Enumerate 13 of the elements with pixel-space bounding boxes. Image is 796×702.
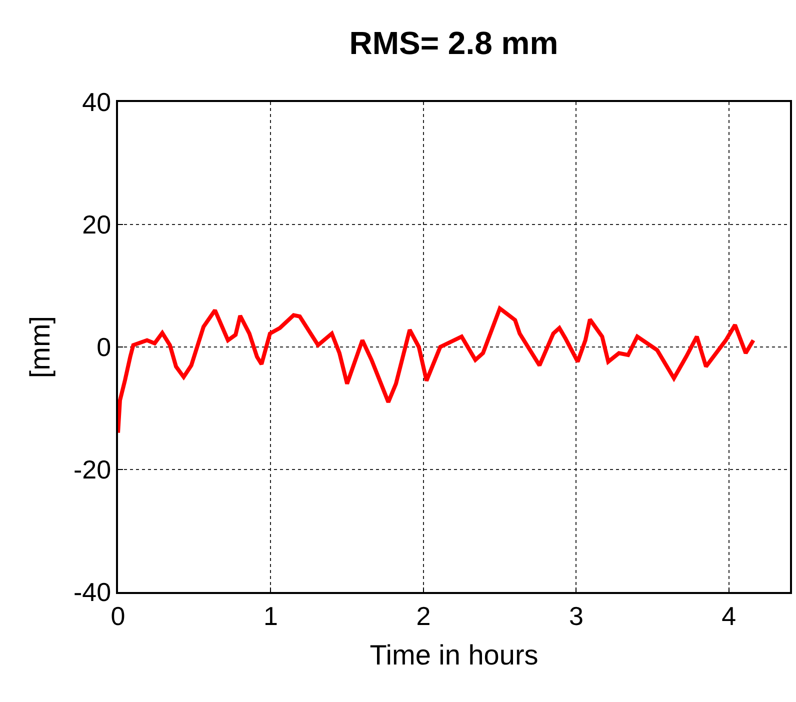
x-axis-title: Time in hours	[370, 640, 538, 671]
line-series	[118, 306, 756, 435]
x-tick-label: 1	[263, 600, 278, 631]
x-tick-label: 4	[722, 600, 736, 631]
y-axis-title: [mm]	[24, 316, 56, 378]
y-tick-label: 40	[82, 87, 112, 118]
y-tick-label: -20	[73, 454, 112, 485]
x-tick-label: 2	[416, 600, 431, 631]
y-tick-label: -40	[73, 577, 112, 608]
y-tick-label: 20	[82, 210, 112, 240]
chart-title: RMS= 2.8 mm	[349, 24, 558, 61]
x-tick-label: 3	[568, 600, 584, 631]
y-tick-label: 0	[96, 332, 112, 362]
